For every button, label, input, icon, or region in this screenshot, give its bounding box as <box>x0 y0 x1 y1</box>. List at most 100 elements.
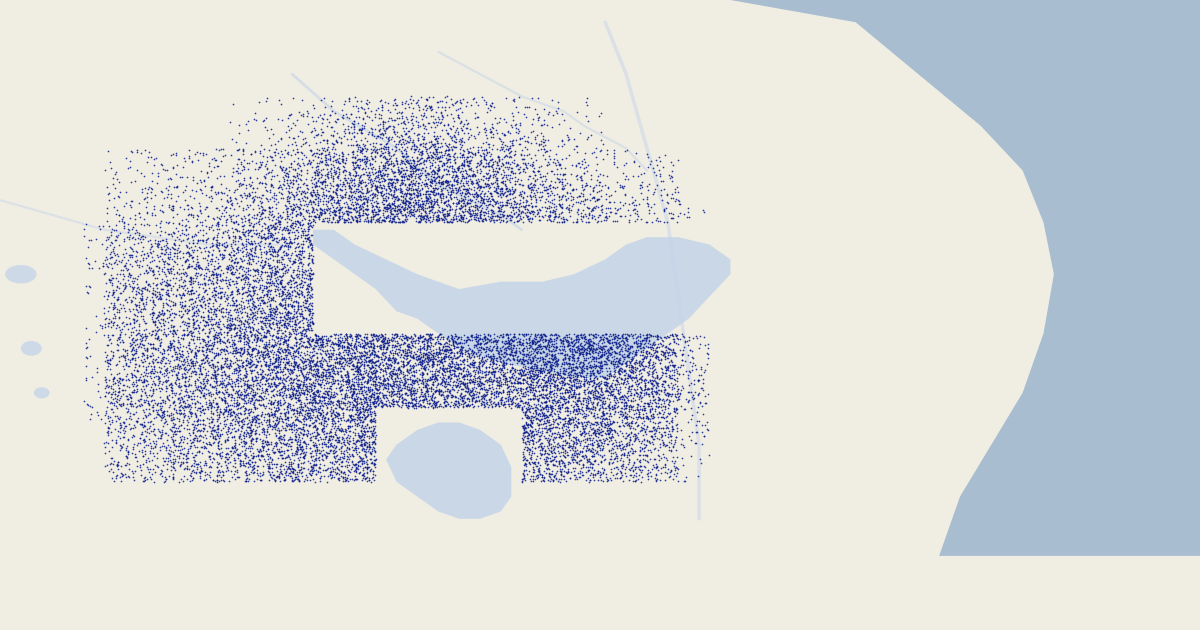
Point <box>296 205 316 215</box>
Point <box>355 337 374 347</box>
Point <box>403 160 422 170</box>
Point <box>78 287 97 297</box>
Point <box>151 355 170 365</box>
Point <box>245 281 264 291</box>
Point <box>223 217 242 227</box>
Point <box>343 149 362 159</box>
Point <box>642 464 661 474</box>
Point <box>618 420 637 430</box>
Point <box>557 194 576 204</box>
Point <box>678 340 697 350</box>
Point <box>421 178 440 188</box>
Point <box>544 215 563 226</box>
Point <box>206 377 226 387</box>
Point <box>224 398 244 408</box>
Point <box>283 399 302 410</box>
Point <box>286 280 305 290</box>
Point <box>104 258 124 268</box>
Point <box>278 309 298 319</box>
Point <box>388 348 407 358</box>
Point <box>210 380 229 390</box>
Point <box>438 145 457 155</box>
Point <box>566 420 586 430</box>
Point <box>570 404 589 414</box>
Point <box>296 415 316 425</box>
Point <box>192 220 211 231</box>
Point <box>421 180 440 190</box>
Point <box>491 202 510 212</box>
Point <box>485 341 504 351</box>
Point <box>307 364 326 374</box>
Point <box>451 341 470 351</box>
Point <box>210 436 229 446</box>
Point <box>536 160 556 170</box>
Point <box>175 355 194 365</box>
Point <box>95 347 114 357</box>
Point <box>336 404 355 414</box>
Point <box>336 389 355 399</box>
Point <box>178 411 197 421</box>
Point <box>311 348 330 358</box>
Point <box>662 176 682 186</box>
Point <box>385 115 404 125</box>
Point <box>293 246 312 256</box>
Point <box>217 406 236 416</box>
Point <box>282 382 301 392</box>
Point <box>221 314 240 324</box>
Point <box>491 394 510 404</box>
Point <box>359 103 378 113</box>
Point <box>121 200 140 210</box>
Point <box>467 349 486 359</box>
Point <box>209 188 228 198</box>
Point <box>376 158 395 168</box>
Point <box>534 398 553 408</box>
Point <box>636 387 655 397</box>
Point <box>196 328 215 338</box>
Point <box>258 345 277 355</box>
Point <box>533 403 552 413</box>
Point <box>403 103 422 113</box>
Point <box>599 335 618 345</box>
Point <box>535 331 554 341</box>
Point <box>270 152 289 163</box>
Point <box>226 425 245 435</box>
Point <box>208 443 227 453</box>
Point <box>452 338 472 348</box>
Point <box>571 446 590 456</box>
Point <box>238 340 257 350</box>
Point <box>422 329 442 340</box>
Point <box>668 369 688 379</box>
Point <box>202 391 221 401</box>
Point <box>295 328 314 338</box>
Point <box>491 375 510 385</box>
Point <box>162 351 181 361</box>
Point <box>478 133 497 143</box>
Point <box>378 363 397 373</box>
Point <box>306 454 325 464</box>
Point <box>362 335 382 345</box>
Point <box>470 164 490 174</box>
Point <box>440 345 460 355</box>
Point <box>533 470 552 480</box>
Point <box>113 380 132 390</box>
Point <box>388 350 407 360</box>
Point <box>140 246 160 256</box>
Point <box>403 200 422 210</box>
Point <box>211 324 230 334</box>
Point <box>378 136 397 146</box>
Point <box>226 442 245 452</box>
Point <box>372 380 391 390</box>
Point <box>257 425 276 435</box>
Point <box>106 234 125 244</box>
Point <box>608 375 628 385</box>
Point <box>305 167 324 177</box>
Point <box>258 427 277 437</box>
Point <box>418 352 437 362</box>
Point <box>518 364 538 374</box>
Point <box>307 452 326 462</box>
Point <box>287 474 306 484</box>
Point <box>230 448 250 458</box>
Point <box>673 384 692 394</box>
Point <box>668 381 688 391</box>
Point <box>418 345 437 355</box>
